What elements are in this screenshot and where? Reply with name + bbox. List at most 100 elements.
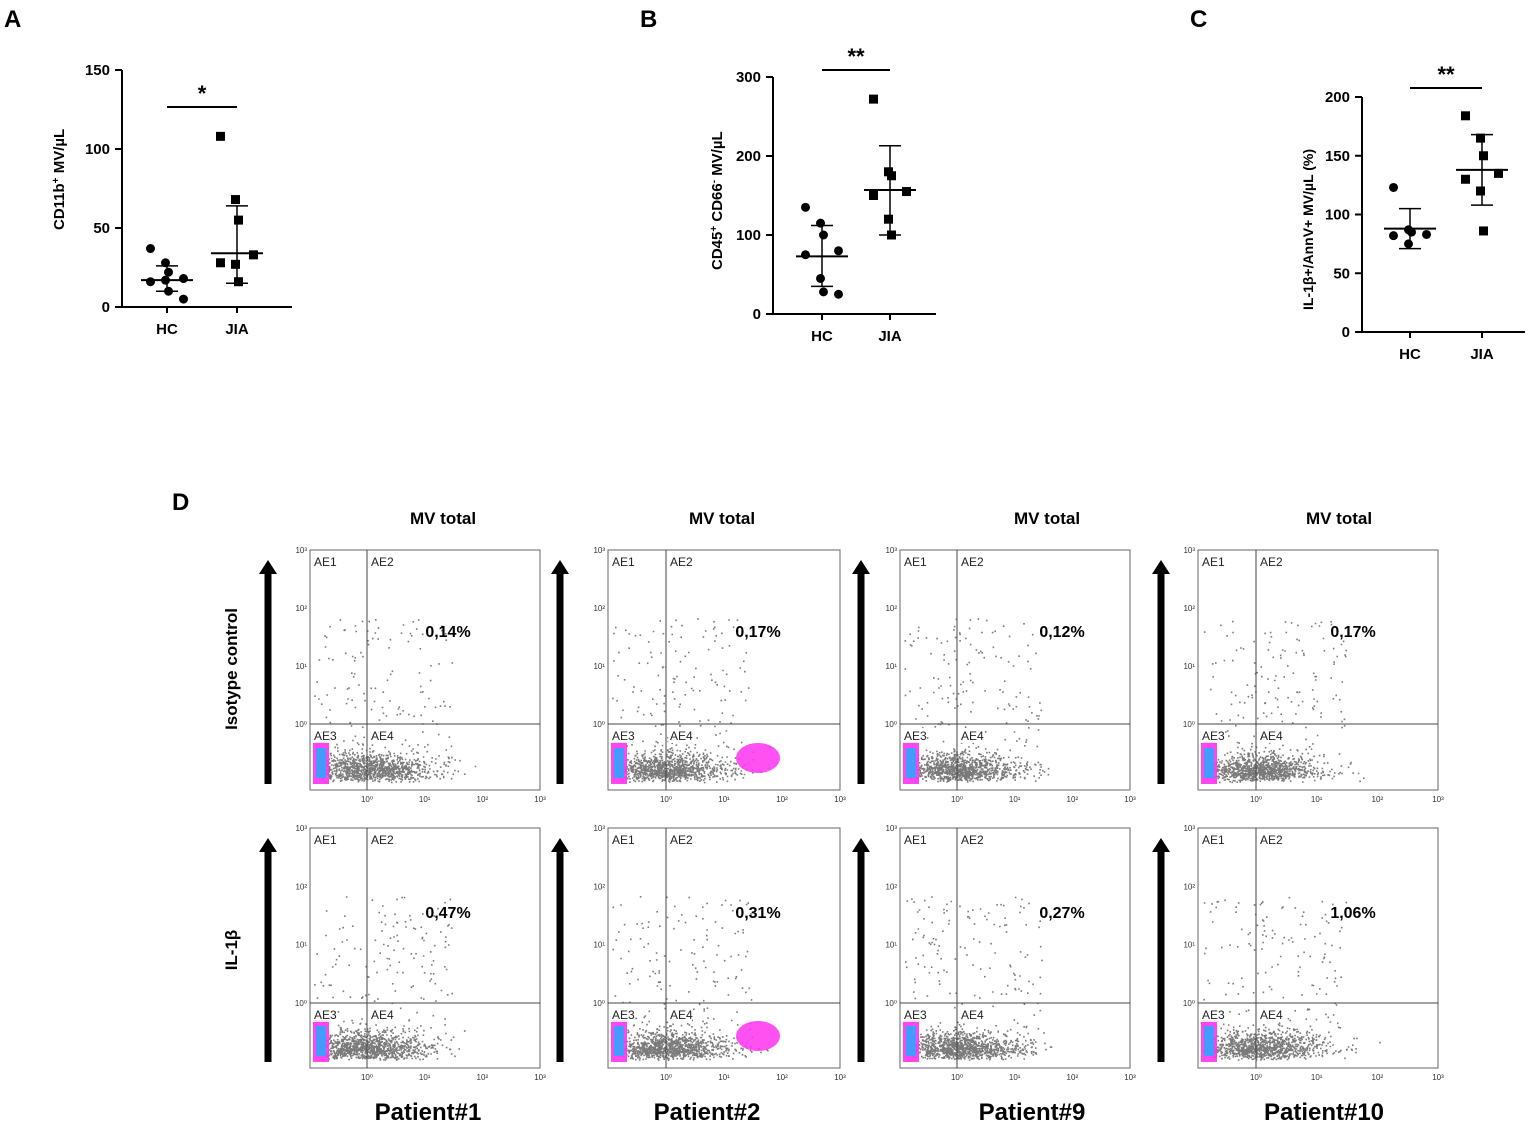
y-axis-tick: 10¹	[1183, 662, 1195, 671]
axis-arrow-head	[551, 560, 569, 574]
axis-arrow-head	[852, 560, 870, 574]
hc-point	[146, 244, 155, 254]
y-axis-tick: 10¹	[885, 941, 897, 950]
y-axis-tick: 10¹	[1183, 941, 1195, 950]
gate-label: AE3	[904, 1008, 927, 1022]
flow-cytometry-grid: MV total Patient#1 AE1 AE2 AE3 AE4 0,14% 10⁰ 10¹…	[222, 509, 1444, 1126]
y-axis-tick: 10⁰	[1183, 999, 1195, 1008]
patient-label: Patient#1	[375, 1099, 482, 1126]
x-axis-tick: 10¹	[718, 795, 730, 804]
event-cloud	[1203, 620, 1365, 784]
gate-percentage: 0,31%	[735, 905, 780, 922]
gate-tag	[959, 554, 983, 569]
plot-frame	[309, 827, 541, 1069]
jia-point	[249, 250, 258, 260]
x-axis-tick: 10²	[776, 795, 788, 804]
positive-population	[736, 1021, 780, 1051]
gate-tag	[668, 554, 692, 569]
hc-point	[819, 230, 828, 240]
gate-tag	[902, 832, 926, 847]
y-axis-tick: 10³	[593, 546, 605, 555]
gate-tag	[668, 1007, 692, 1022]
x-axis-tick: 10⁰	[951, 795, 963, 804]
y-axis-tick: 10³	[885, 824, 897, 833]
y-axis-tick: 10⁰	[593, 720, 605, 729]
x-axis-tick: 10¹	[419, 795, 431, 804]
plot-frame	[1197, 549, 1439, 791]
y-axis-tick: 10¹	[593, 941, 605, 950]
x-axis-tick: 10³	[1124, 795, 1136, 804]
x-axis-tick: 10²	[477, 1073, 489, 1082]
gate-tag	[1258, 728, 1282, 743]
hc-point	[146, 277, 155, 287]
y-tick-label: 200	[1325, 89, 1350, 106]
row-label-isotype: Isotype control	[222, 608, 241, 730]
x-axis-tick: 10¹	[1311, 795, 1323, 804]
flow-plot: AE1 AE2 AE3 AE4 0,17% 10⁰ 10¹ 10² 10³ 10⁰ 10¹ 10² 10…	[1152, 546, 1444, 804]
gate-label: AE1	[904, 833, 927, 847]
gate-tag	[959, 728, 983, 743]
jia-point	[231, 195, 240, 205]
gate-tag	[312, 1007, 336, 1022]
x-axis-tick: 10⁰	[660, 795, 672, 804]
x-axis-tick: 10²	[1067, 1073, 1079, 1082]
panel-label-b: B	[640, 6, 657, 33]
gate-tag	[668, 728, 692, 743]
gate-label: AE4	[371, 729, 394, 743]
jia-point	[869, 94, 878, 104]
plot-frame	[607, 549, 841, 791]
gate-label: AE3	[314, 1008, 337, 1022]
x-axis-tick: 10³	[534, 1073, 546, 1082]
y-axis-tick: 10²	[295, 604, 307, 613]
flow-plot: AE1 AE2 AE3 AE4 0,12% 10⁰ 10¹ 10² 10³ 10⁰ 10¹ 10² 10…	[852, 546, 1136, 804]
patient-label: Patient#2	[654, 1099, 761, 1126]
gate-label: AE3	[904, 729, 927, 743]
gate-label: AE3	[612, 1008, 635, 1022]
x-axis-tick: 10²	[1067, 795, 1079, 804]
low-corner-population	[614, 1026, 624, 1056]
x-axis-tick: 10²	[1372, 795, 1384, 804]
x-tick-label: HC	[811, 328, 833, 345]
y-tick-label: 150	[1325, 148, 1350, 165]
jia-point	[1479, 226, 1488, 236]
hc-point	[1404, 239, 1413, 249]
gate-percentage: 0,14%	[425, 624, 470, 641]
y-tick-label: 100	[85, 141, 110, 158]
y-axis-tick: 10³	[885, 546, 897, 555]
y-tick-label: 0	[753, 306, 761, 323]
gate-tag	[1200, 554, 1224, 569]
axis-arrow-head	[852, 838, 870, 852]
y-axis-tick: 10³	[1183, 824, 1195, 833]
plot-frame	[309, 549, 541, 791]
y-axis-tick: 10⁰	[885, 720, 897, 729]
gate-tag	[1200, 728, 1224, 743]
panel-label-c: C	[1190, 6, 1207, 33]
x-axis-tick: 10¹	[718, 1073, 730, 1082]
gate-label: AE4	[1260, 729, 1283, 743]
y-tick-label: 0	[102, 299, 110, 316]
gate-label: AE2	[371, 555, 394, 569]
x-axis-tick: 10⁰	[660, 1073, 672, 1082]
gate-tag	[902, 554, 926, 569]
gate-percentage: 0,12%	[1039, 624, 1084, 641]
flow-plot: AE1 AE2 AE3 AE4 0,14% 10⁰ 10¹ 10² 10³ 10⁰ 10¹ 10² 10…	[259, 546, 546, 804]
gate-label: AE1	[1202, 833, 1225, 847]
y-axis-tick: 10³	[295, 824, 307, 833]
gate-label: AE4	[961, 729, 984, 743]
gate-percentage: 0,27%	[1039, 905, 1084, 922]
hc-point	[179, 294, 188, 304]
gate-label: AE3	[1202, 1008, 1225, 1022]
gate-tag	[902, 728, 926, 743]
flow-plot: AE1 AE2 AE3 AE4 0,47% 10⁰ 10¹ 10² 10³ 10⁰ 10¹ 10² 10…	[259, 824, 546, 1082]
x-axis-tick: 10⁰	[361, 795, 373, 804]
plot-frame	[1197, 827, 1439, 1069]
gate-label: AE4	[961, 1008, 984, 1022]
low-corner-population	[906, 1026, 916, 1056]
gate-label: AE2	[371, 833, 394, 847]
gate-label: AE4	[670, 1008, 693, 1022]
gate-label: AE1	[314, 833, 337, 847]
hc-point	[801, 202, 810, 212]
gate-label: AE3	[314, 729, 337, 743]
plot-frame	[607, 827, 841, 1069]
y-axis-tick: 10²	[885, 604, 897, 613]
